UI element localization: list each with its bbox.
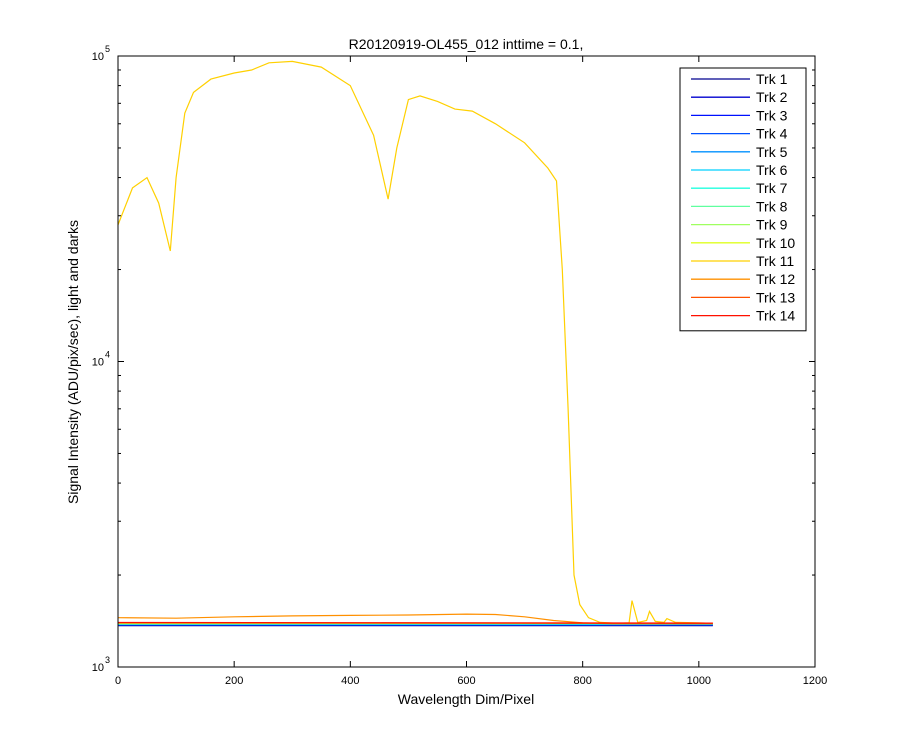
- legend-label-trk-13: Trk 13: [756, 289, 795, 305]
- chart-title: R20120919-OL455_012 inttime = 0.1,: [349, 36, 584, 52]
- legend-box: [679, 67, 807, 332]
- legend-label-trk-3: Trk 3: [756, 107, 788, 123]
- y-tick-label-base: 10: [92, 662, 104, 674]
- legend-label-trk-4: Trk 4: [756, 126, 788, 142]
- legend-label-trk-1: Trk 1: [756, 71, 788, 87]
- y-tick-label-base: 10: [92, 357, 104, 369]
- legend-label-trk-6: Trk 6: [756, 162, 788, 178]
- legend-label-trk-2: Trk 2: [756, 89, 788, 105]
- y-tick-label-exponent: 3: [105, 655, 110, 665]
- x-tick-label-600: 600: [457, 675, 475, 687]
- series-line-trk-14: [117, 621, 713, 624]
- series-line-trk-11: [117, 60, 713, 624]
- legend-label-trk-8: Trk 8: [756, 198, 788, 214]
- legend-label-trk-11: Trk 11: [756, 253, 794, 269]
- y-tick-label-base: 10: [92, 51, 104, 63]
- y-axis-label: Signal Intensity (ADU/pix/sec), light an…: [65, 220, 81, 504]
- legend-label-trk-5: Trk 5: [756, 144, 788, 160]
- legend-label-trk-12: Trk 12: [756, 271, 795, 287]
- series-layer: [117, 60, 713, 627]
- legend: Trk 1 Trk 2 Trk 3 Trk 4 Trk 5 Trk 6 Trk 7 Trk 8…: [679, 67, 807, 332]
- x-tick-label-1200: 1200: [803, 675, 827, 687]
- y-tick-label-exponent: 5: [105, 44, 110, 54]
- x-tick-label-400: 400: [341, 675, 359, 687]
- x-tick-label-800: 800: [573, 675, 591, 687]
- legend-label-trk-10: Trk 10: [756, 235, 795, 251]
- y-tick-label-exponent: 4: [105, 350, 110, 360]
- legend-label-trk-14: Trk 14: [756, 308, 795, 324]
- x-tick-label-0: 0: [115, 675, 121, 687]
- x-tick-label-200: 200: [225, 675, 243, 687]
- x-tick-label-1000: 1000: [687, 675, 711, 687]
- x-axis-label: Wavelength Dim/Pixel: [398, 691, 534, 707]
- legend-label-trk-9: Trk 9: [756, 217, 788, 233]
- legend-label-trk-7: Trk 7: [756, 180, 788, 196]
